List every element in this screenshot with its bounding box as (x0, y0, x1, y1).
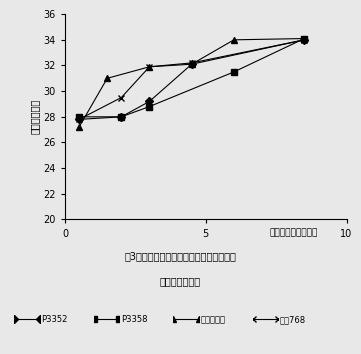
農交768 (190, 61, 194, 65)
P3358 (119, 115, 123, 119)
P3358 (232, 70, 236, 74)
Text: P3352: P3352 (42, 315, 68, 324)
ナスホマレ (232, 38, 236, 42)
ナスホマレ (77, 125, 81, 129)
Text: 農交768: 農交768 (280, 315, 306, 324)
農交768 (147, 65, 152, 69)
ナスホマレ (147, 65, 152, 69)
Text: 乾物率との関係: 乾物率との関係 (160, 276, 201, 286)
Text: ナスホマレ: ナスホマレ (200, 315, 225, 324)
P3352 (119, 115, 123, 119)
P3352 (302, 38, 306, 42)
ナスホマレ (302, 36, 306, 41)
農交768 (119, 96, 123, 100)
P3358 (147, 104, 152, 109)
Text: 図3．ミルクライン降下度と収穫物全体の: 図3．ミルクライン降下度と収穫物全体の (125, 251, 236, 261)
P3358 (302, 36, 306, 41)
Y-axis label: 乾物率（％）: 乾物率（％） (29, 99, 39, 135)
Line: ナスホマレ: ナスホマレ (75, 35, 308, 131)
P3358 (77, 115, 81, 119)
ナスホマレ (190, 62, 194, 66)
ナスホマレ (105, 76, 109, 80)
P3352 (190, 62, 194, 66)
P3352 (77, 117, 81, 121)
農交768 (77, 117, 81, 121)
Text: ミルクライン降下度: ミルクライン降下度 (269, 228, 318, 237)
Text: P3358: P3358 (121, 315, 147, 324)
P3352 (147, 99, 152, 104)
Line: P3352: P3352 (76, 37, 307, 122)
Line: 農交768: 農交768 (75, 36, 308, 123)
Line: P3358: P3358 (76, 36, 307, 120)
農交768 (302, 38, 306, 42)
